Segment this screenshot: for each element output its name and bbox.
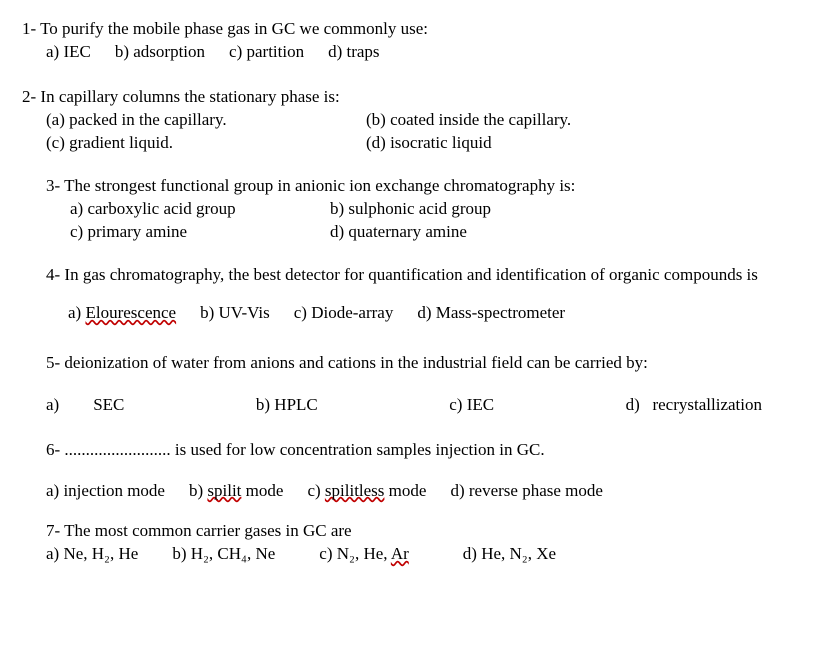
q5-opt-a: a) SEC [46, 394, 124, 417]
q4-opt-c: c) Diode-array [294, 302, 394, 325]
q2-row1: (a) packed in the capillary. (b) coated … [22, 109, 806, 132]
q1-opt-a: a) IEC [46, 41, 91, 64]
q7-opt-b: b) H₂, CH₄, Ne [172, 543, 275, 566]
q2-opt-c: (c) gradient liquid. [46, 132, 366, 155]
q5-opt-b: b) HPLC [256, 394, 318, 417]
q1-opt-c: c) partition [229, 41, 304, 64]
q1-options: a) IEC b) adsorption c) partition d) tra… [22, 41, 806, 64]
q4-options: a) Elourescence b) UV-Vis c) Diode-array… [46, 302, 806, 325]
q3-opt-c: c) primary amine [70, 221, 330, 244]
q6-options: a) injection mode b) spilit mode c) spil… [46, 480, 806, 503]
q6-opt-c: c) spilitless mode [307, 480, 426, 503]
q4-opt-a: a) Elourescence [68, 302, 176, 325]
question-5: 5- deionization of water from anions and… [22, 347, 806, 416]
question-6: 6- ......................... is used for… [22, 439, 806, 503]
q3-row1: a) carboxylic acid group b) sulphonic ac… [46, 198, 806, 221]
question-3: 3- The strongest functional group in ani… [22, 175, 806, 244]
q3-opt-b: b) sulphonic acid group [330, 198, 491, 221]
q2-opt-a: (a) packed in the capillary. [46, 109, 366, 132]
q6-opt-a: a) injection mode [46, 480, 165, 503]
q6-opt-d: d) reverse phase mode [450, 480, 602, 503]
q6-text: 6- ......................... is used for… [46, 439, 806, 462]
q4-opt-b: b) UV-Vis [200, 302, 270, 325]
q3-text: 3- The strongest functional group in ani… [46, 175, 806, 198]
q7-options: a) Ne, H₂, He b) H₂, CH₄, Ne c) N₂, He, … [46, 543, 806, 566]
q5-opt-c: c) IEC [449, 394, 494, 417]
q3-opt-d: d) quaternary amine [330, 221, 467, 244]
question-4: 4- In gas chromatography, the best detec… [22, 264, 806, 326]
question-2: 2- In capillary columns the stationary p… [22, 86, 806, 155]
q5-text: 5- deionization of water from anions and… [46, 347, 806, 379]
q7-text: 7- The most common carrier gases in GC a… [46, 520, 806, 543]
q4-text: 4- In gas chromatography, the best detec… [46, 264, 806, 287]
question-7: 7- The most common carrier gases in GC a… [22, 520, 806, 566]
q1-opt-b: b) adsorption [115, 41, 205, 64]
q1-text: 1- To purify the mobile phase gas in GC … [22, 18, 806, 41]
q2-opt-b: (b) coated inside the capillary. [366, 109, 571, 132]
q2-opt-d: (d) isocratic liquid [366, 132, 492, 155]
q7-opt-d: d) He, N₂, Xe [463, 543, 556, 566]
q1-opt-d: d) traps [328, 41, 379, 64]
q6-opt-b: b) spilit mode [189, 480, 283, 503]
q3-opt-a: a) carboxylic acid group [70, 198, 330, 221]
q7-opt-c: c) N₂, He, Ar [319, 543, 409, 566]
q5-options: a) SEC b) HPLC c) IEC d) recrystallizati… [46, 394, 786, 417]
q2-text: 2- In capillary columns the stationary p… [22, 86, 806, 109]
q3-row2: c) primary amine d) quaternary amine [46, 221, 806, 244]
q4-opt-d: d) Mass-spectrometer [417, 302, 565, 325]
q2-row2: (c) gradient liquid. (d) isocratic liqui… [22, 132, 806, 155]
q7-opt-a: a) Ne, H₂, He [46, 543, 138, 566]
q5-opt-d: d) recrystallization [626, 394, 762, 417]
question-1: 1- To purify the mobile phase gas in GC … [22, 18, 806, 64]
